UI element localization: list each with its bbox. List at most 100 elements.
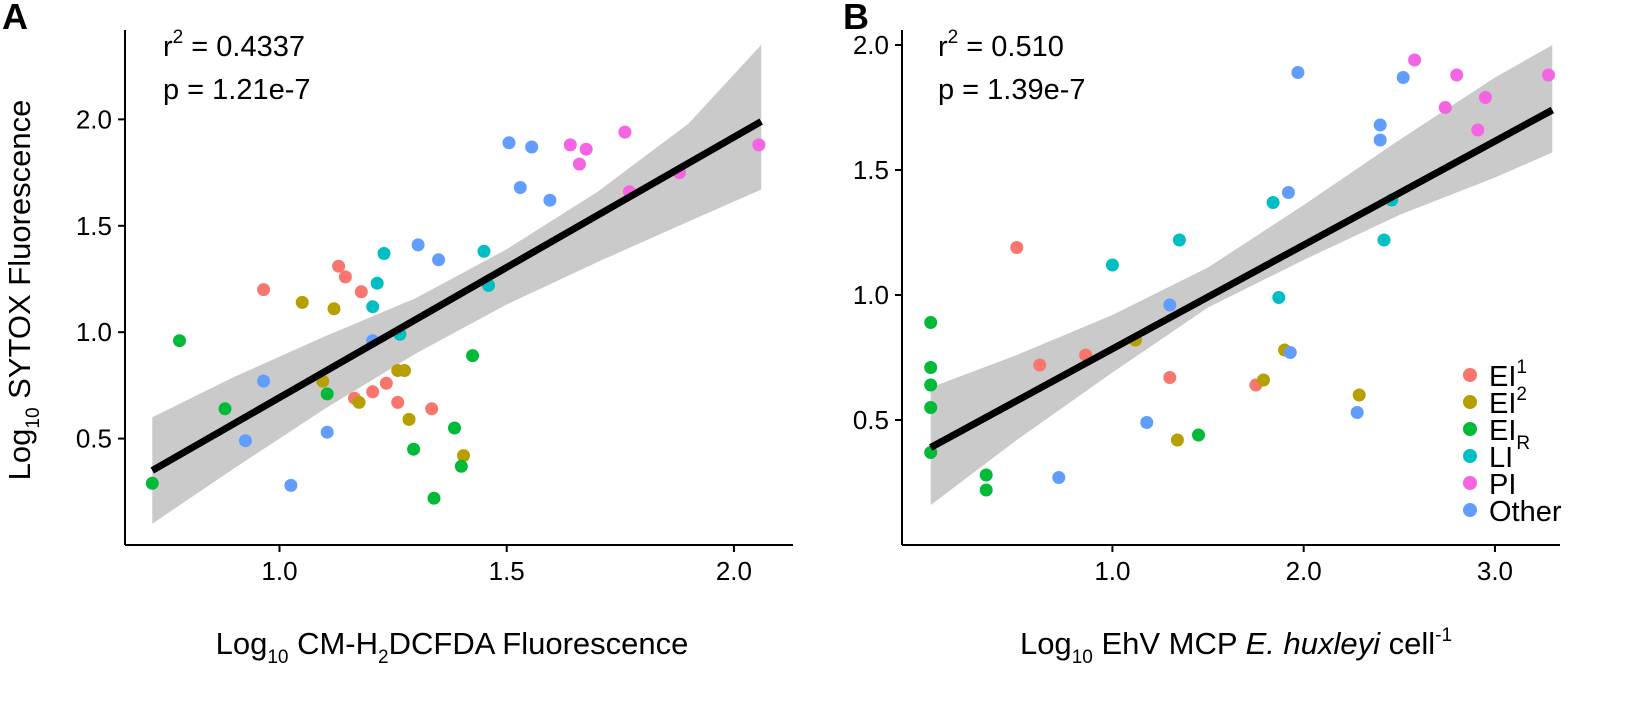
- panel-b-point-ei2-7: [1257, 373, 1270, 387]
- panel-a-point-other-47: [513, 181, 527, 194]
- panel-b-regression-line: [929, 106, 1555, 451]
- panel-a-y-tick-label-1: 1.0: [76, 317, 112, 347]
- panel-b-point-other-35: [1291, 66, 1305, 79]
- panel-b-point-li-19: [1172, 233, 1186, 247]
- panel-b-p-value: p = 1.39e-7: [938, 74, 1086, 106]
- panel-a-r2: r2 = 0.4337: [163, 27, 305, 63]
- panel-a-point-ei1-4: [366, 385, 380, 399]
- panel-a-points: [145, 125, 766, 505]
- panel-b-axes: 1.0 2.0 3.0 0.5 1.0 1.5 2.0: [853, 30, 1560, 586]
- panel-b-point-pi-24: [1408, 53, 1422, 67]
- panel-b-point-eir-10: [924, 316, 938, 329]
- panel-a-point-pi-38: [752, 138, 766, 152]
- panel-a-point-other-44: [411, 238, 425, 252]
- panel-a-point-li-27: [370, 276, 384, 290]
- panel-b-x-tick-label-2: 3.0: [1477, 556, 1513, 586]
- panel-b-y-tick-label-0: 0.5: [853, 405, 889, 435]
- panel-a-point-ei1-7: [391, 395, 405, 409]
- panel-a-point-ei2-12: [352, 395, 366, 409]
- panel-a-point-pi-35: [618, 125, 632, 139]
- panel-a-x-tick-label-0: 1.0: [261, 556, 297, 586]
- panel-a-y-tick-label-3: 2.0: [76, 104, 112, 134]
- panel-a-point-other-40: [257, 374, 271, 388]
- panel-b-point-other-32: [1163, 298, 1177, 312]
- panel-a-stats: r2 = 0.4337 p = 1.21e-7: [163, 27, 311, 106]
- panel-b-point-other-38: [1373, 133, 1387, 147]
- panel-b-point-other-31: [1140, 416, 1154, 429]
- panel-b-point-pi-26: [1450, 68, 1464, 82]
- legend-key-other: [1463, 503, 1477, 517]
- panel-b-point-other-36: [1350, 406, 1364, 419]
- panel-a-x-axis-title: Log10 CM-H2DCFDA Fluorescence: [216, 626, 689, 668]
- panel-a-y-tick-label-0: 0.5: [76, 424, 112, 454]
- panel-a-point-other-41: [284, 478, 298, 492]
- panel-a-point-pi-33: [572, 157, 586, 171]
- panel-a-x-tick-label-2: 2.0: [716, 556, 752, 586]
- panel-a-point-other-45: [432, 253, 446, 267]
- panel-b-points: [924, 53, 1555, 497]
- panel-a-point-pi-32: [563, 138, 577, 152]
- legend-label-pi: PI: [1489, 469, 1516, 501]
- panel-b-point-other-34: [1283, 346, 1297, 359]
- panel-a-x-tick-label-1: 1.5: [489, 556, 525, 586]
- panel-a-point-ei2-15: [402, 412, 416, 426]
- panel-a-point-eir-22: [427, 491, 441, 505]
- legend-key-eir: [1463, 422, 1477, 436]
- legend-label-li: LI: [1489, 442, 1513, 474]
- panel-a-point-li-26: [366, 300, 380, 314]
- panel-b-point-pi-28: [1478, 91, 1492, 104]
- panel-b-x-tick-label-1: 2.0: [1286, 556, 1322, 586]
- panel-a-point-eir-25: [466, 349, 480, 363]
- panel-b-r2: r2 = 0.510: [938, 27, 1064, 63]
- panel-a-point-ei2-16: [457, 449, 470, 463]
- panel-b-point-ei2-9: [1352, 388, 1366, 402]
- panel-b-x-axis-title: Log10 EhV MCP E. huxleyi cell-1: [1020, 625, 1452, 668]
- panel-b-point-eir-17: [1192, 428, 1205, 442]
- panel-b-point-eir-13: [924, 401, 938, 414]
- panel-a-point-eir-23: [448, 421, 461, 435]
- panel-a-point-ei1-5: [379, 376, 393, 390]
- panel-a-y-tick-label-2: 1.5: [76, 211, 112, 241]
- panel-b-point-pi-27: [1471, 123, 1485, 137]
- legend-key-pi: [1463, 476, 1477, 490]
- panel-a-point-other-46: [502, 136, 516, 150]
- panel-b-scatter-plot: B 1.0 2.0 3.0 0.5 1.0 1.5 2.0 r2 = 0.510 p = 1…: [843, 0, 1560, 668]
- panel-a-point-eir-24: [454, 459, 468, 473]
- panel-b-point-li-21: [1272, 291, 1286, 304]
- panel-a-point-ei2-10: [327, 302, 341, 316]
- panel-a-point-pi-34: [579, 142, 593, 156]
- panel-a-scatter-plot: A 1.0 1.5 2.0 0.5 1.0 1.5 2.0 r2 = 0.4337 p = …: [2, 0, 793, 668]
- legend-label-ei2: EI2: [1489, 384, 1527, 420]
- panel-a-point-eir-17: [145, 476, 159, 490]
- panel-a-point-li-28: [377, 247, 391, 260]
- legend-label-eir: EIR: [1489, 415, 1530, 454]
- panel-a-point-other-42: [320, 425, 334, 439]
- panel-a-confidence-band: [152, 44, 762, 524]
- panel-a-point-eir-21: [407, 442, 421, 456]
- panel-a-point-eir-20: [320, 387, 334, 401]
- panel-a-fit-line: [150, 118, 763, 474]
- panel-b-point-eir-12: [924, 378, 938, 392]
- panel-a-point-ei1-8: [425, 402, 439, 416]
- panel-a-point-eir-18: [173, 334, 186, 348]
- panel-b-y-tick-label-1: 1.0: [853, 280, 889, 310]
- panel-b-point-li-22: [1377, 233, 1391, 247]
- panel-a-point-ei2-14: [398, 364, 411, 377]
- panel-a-point-li-30: [477, 244, 491, 258]
- panel-b-point-other-30: [1052, 471, 1066, 484]
- panel-a-y-axis-title: Log10 SYTOX Fluorescence: [2, 100, 44, 481]
- panel-b-point-li-18: [1105, 258, 1119, 272]
- panel-b-point-ei1-1: [1033, 358, 1047, 372]
- legend-key-ei1: [1463, 368, 1477, 382]
- panel-a-point-other-48: [525, 140, 539, 154]
- panel-a-point-eir-19: [218, 402, 232, 416]
- panel-a-regression-line: [150, 118, 763, 474]
- panel-a-band-area: [152, 44, 762, 524]
- legend-key-li: [1463, 449, 1477, 463]
- panel-b-x-tick-label-0: 1.0: [1094, 556, 1130, 586]
- panel-a-letter: A: [2, 0, 28, 37]
- panel-b-y-tick-label-3: 2.0: [853, 30, 889, 60]
- panel-a-point-ei1-1: [332, 259, 346, 273]
